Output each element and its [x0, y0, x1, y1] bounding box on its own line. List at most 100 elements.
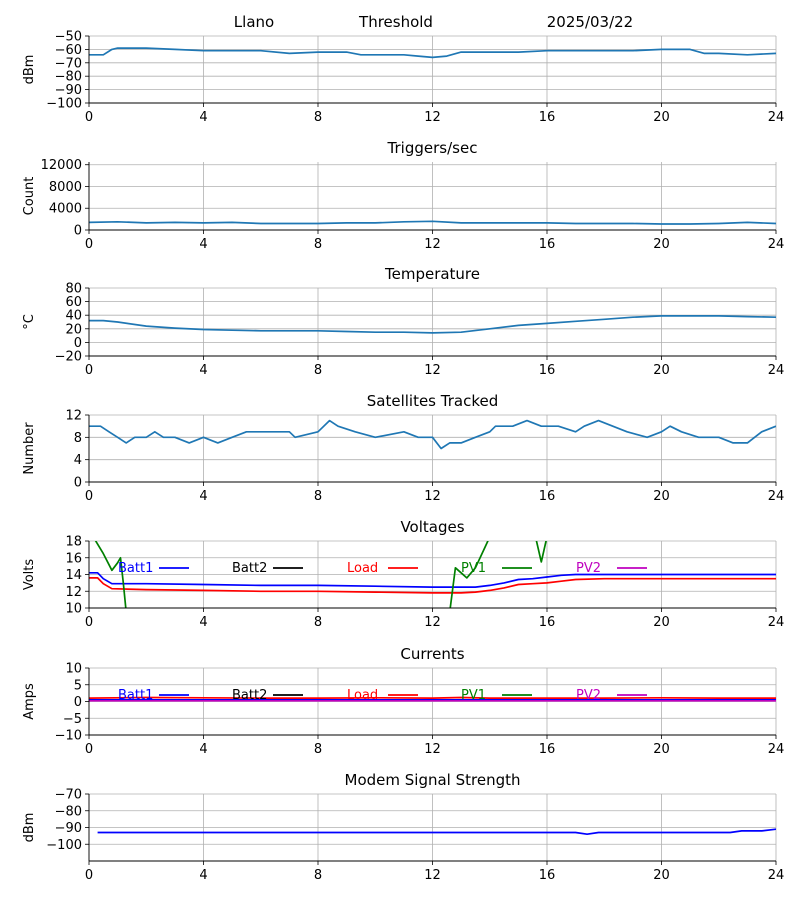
- y-tick-label: 0: [74, 336, 82, 351]
- y-tick-label: 4000: [49, 202, 82, 217]
- y-tick-label: 4: [74, 453, 82, 468]
- y-tick-label: 14: [65, 568, 82, 583]
- x-tick-label: 24: [768, 237, 785, 252]
- triggers-title: Triggers/sec: [387, 139, 478, 157]
- x-tick-label: 20: [653, 615, 670, 630]
- y-tick-label: −20: [55, 350, 82, 365]
- y-tick-label: −70: [55, 56, 82, 71]
- x-tick-label: 12: [424, 615, 441, 630]
- x-tick-label: 20: [653, 489, 670, 504]
- x-tick-label: 20: [653, 742, 670, 757]
- x-tick-label: 4: [199, 237, 207, 252]
- y-tick-label: 40: [65, 309, 82, 324]
- satellites-panel: 0 4 8 12 16 20 24 0 4 8 12 Satellites Tracked Number: [22, 392, 784, 504]
- legend-label-batt2: Batt2: [232, 561, 267, 576]
- x-tick-label: 8: [314, 489, 322, 504]
- y-tick-label: 0: [74, 695, 82, 710]
- x-tick-label: 16: [539, 615, 556, 630]
- y-tick-label: 20: [65, 322, 82, 337]
- x-tick-label: 20: [653, 237, 670, 252]
- y-tick-label: 12: [65, 585, 82, 600]
- x-tick-label: 4: [199, 742, 207, 757]
- rssi-ylabel: dBm: [22, 55, 37, 85]
- rssi-panel: 0 4 8 12 16 20 24 −100−90−80−70−60−50 dBm: [22, 30, 784, 126]
- satellites-title: Satellites Tracked: [367, 392, 498, 410]
- x-tick-label: 16: [539, 489, 556, 504]
- x-tick-label: 16: [539, 742, 556, 757]
- currents-title: Currents: [400, 645, 464, 663]
- y-tick-label: 12000: [41, 158, 82, 173]
- x-tick-label: 8: [314, 363, 322, 378]
- x-tick-label: 4: [199, 615, 207, 630]
- voltages-ylabel: Volts: [22, 559, 37, 591]
- y-tick-label: 60: [65, 295, 82, 310]
- x-tick-label: 12: [424, 110, 441, 125]
- y-tick-label: 16: [65, 551, 82, 566]
- y-tick-label: 8000: [49, 180, 82, 195]
- modem-signal-panel: 0 4 8 12 16 20 24 −100 −90 −80−70 Modem Signal Str…: [22, 771, 784, 883]
- x-tick-label: 4: [199, 489, 207, 504]
- currents-series-line-load: [89, 696, 776, 699]
- y-tick-label: −60: [55, 43, 82, 58]
- x-tick-label: 20: [653, 363, 670, 378]
- legend-label-batt2: Batt2: [232, 688, 267, 703]
- header-site: Llano: [234, 13, 274, 31]
- x-tick-label: 0: [85, 237, 93, 252]
- y-tick-label: 8: [74, 431, 82, 446]
- x-tick-label: 24: [768, 868, 785, 883]
- x-tick-label: 24: [768, 489, 785, 504]
- x-tick-label: 0: [85, 868, 93, 883]
- legend-label-batt1: Batt1: [118, 688, 153, 703]
- x-tick-label: 20: [653, 110, 670, 125]
- modem-signal-title: Modem Signal Strength: [345, 771, 521, 789]
- y-tick-label: 0: [74, 476, 82, 491]
- y-tick-label: 0: [74, 224, 82, 239]
- x-tick-label: 12: [424, 868, 441, 883]
- satellites-series-line: [89, 419, 776, 450]
- y-tick-label: 80: [65, 282, 82, 297]
- x-tick-label: 8: [314, 110, 322, 125]
- voltages-series-line-load: [89, 577, 776, 594]
- x-tick-label: 4: [199, 363, 207, 378]
- voltages-series-line-pv1: [94, 541, 547, 608]
- rssi-series-line: [89, 47, 776, 59]
- x-tick-label: 0: [85, 363, 93, 378]
- legend-label-load: Load: [347, 688, 378, 703]
- y-tick-label: 12: [65, 409, 82, 424]
- x-tick-label: 20: [653, 868, 670, 883]
- temperature-ylabel: °C: [22, 314, 37, 330]
- x-tick-label: 24: [768, 742, 785, 757]
- y-tick-label: −10: [55, 729, 82, 744]
- legend-label-pv2: PV2: [576, 688, 601, 703]
- satellites-ylabel: Number: [22, 422, 37, 475]
- y-tick-label: 5: [74, 678, 82, 693]
- x-tick-label: 4: [199, 110, 207, 125]
- x-tick-label: 16: [539, 868, 556, 883]
- legend-label-pv1: PV1: [461, 561, 486, 576]
- legend-label-batt1: Batt1: [118, 561, 153, 576]
- y-tick-label: −80: [55, 804, 82, 819]
- x-tick-label: 12: [424, 363, 441, 378]
- x-tick-label: 0: [85, 489, 93, 504]
- x-tick-label: 24: [768, 363, 785, 378]
- header-date: 2025/03/22: [547, 13, 633, 31]
- x-tick-label: 0: [85, 110, 93, 125]
- x-tick-label: 16: [539, 110, 556, 125]
- x-tick-label: 8: [314, 615, 322, 630]
- legend-label-load: Load: [347, 561, 378, 576]
- legend-label-pv1: PV1: [461, 688, 486, 703]
- temperature-series-line: [89, 315, 776, 334]
- voltages-series-line-batt1: [89, 571, 776, 588]
- y-tick-label: −5: [63, 712, 82, 727]
- x-tick-label: 12: [424, 489, 441, 504]
- triggers-panel: 0 4 8 12 16 20 24 0 4000 8000 12000 Triggers/sec Cou…: [22, 139, 784, 252]
- legend-label-pv2: PV2: [576, 561, 601, 576]
- y-tick-label: −80: [55, 70, 82, 85]
- triggers-series-line: [89, 220, 776, 225]
- x-tick-label: 12: [424, 742, 441, 757]
- y-tick-label: 10: [65, 602, 82, 617]
- y-tick-label: 18: [65, 535, 82, 550]
